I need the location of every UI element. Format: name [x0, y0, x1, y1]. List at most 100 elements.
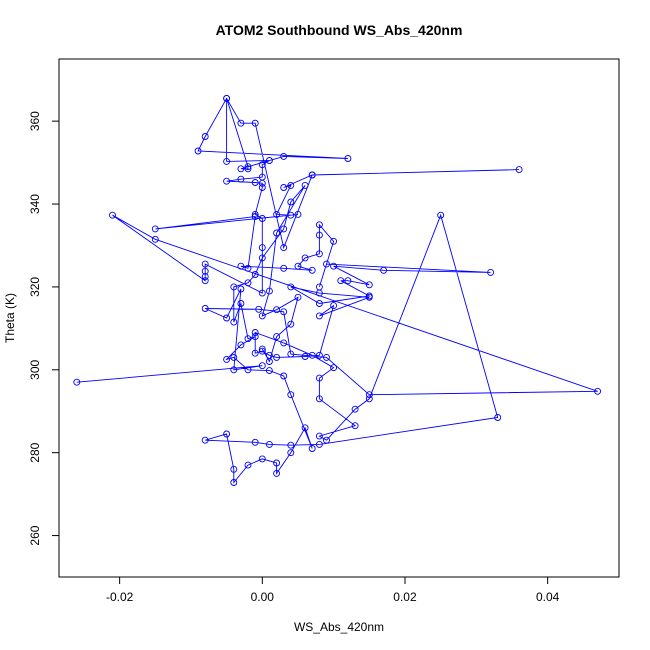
data-point — [280, 308, 288, 316]
plot-frame — [58, 58, 620, 578]
data-point — [287, 441, 295, 449]
data-point — [287, 283, 295, 291]
data-point — [273, 333, 281, 341]
data-point — [280, 225, 288, 233]
data-point — [337, 277, 345, 285]
data-point — [258, 215, 266, 222]
data-point — [258, 362, 266, 370]
data-point — [315, 300, 323, 307]
data-point — [315, 221, 323, 229]
data-point — [287, 320, 295, 328]
data-point — [280, 264, 288, 272]
data-point — [265, 440, 273, 448]
x-tick-label: -0.02 — [106, 590, 134, 604]
data-point — [280, 152, 288, 160]
data-point — [237, 341, 245, 349]
data-point — [351, 405, 359, 413]
data-point — [237, 175, 245, 183]
x-axis: -0.02 0.00 0.02 0.04 — [106, 577, 560, 604]
data-point — [258, 254, 266, 262]
data-point — [251, 179, 259, 186]
data-point — [223, 177, 231, 185]
data-point — [244, 279, 252, 287]
data-point — [315, 395, 323, 403]
y-axis: 260 280 300 320 340 360 — [28, 111, 59, 546]
data-point — [230, 479, 238, 486]
data-point — [73, 378, 81, 386]
data-point — [287, 350, 295, 358]
data-point — [237, 262, 245, 270]
data-point — [273, 229, 281, 237]
data-point — [365, 391, 373, 399]
data-point — [323, 353, 330, 361]
data-point — [315, 374, 323, 382]
data-point — [594, 387, 602, 395]
data-point — [258, 455, 266, 463]
data-point — [323, 260, 330, 268]
y-tick-label: 280 — [28, 442, 42, 462]
data-point — [244, 461, 252, 469]
data-point — [251, 210, 259, 218]
data-point — [287, 391, 295, 399]
data-point — [323, 436, 330, 444]
data-point — [301, 181, 309, 189]
chart-title: ATOM2 Southbound WS_Abs_420nm — [216, 22, 463, 38]
data-point — [280, 184, 288, 191]
data-point — [287, 449, 295, 457]
series-line — [76, 97, 598, 484]
data-point — [237, 300, 245, 307]
data-point — [258, 347, 266, 355]
data-point — [330, 302, 338, 310]
data-point — [315, 231, 323, 239]
y-axis-label: Theta (K) — [3, 293, 17, 343]
data-point — [294, 210, 302, 218]
data-point — [223, 94, 231, 102]
data-point — [258, 312, 266, 320]
data-point — [151, 225, 159, 233]
data-point — [230, 283, 238, 291]
data-point — [287, 198, 295, 206]
data-point — [308, 171, 316, 179]
data-point — [244, 165, 252, 173]
data-point — [109, 211, 116, 219]
data-point — [265, 358, 273, 365]
data-point — [258, 184, 266, 191]
data-point — [365, 281, 373, 289]
data-point — [365, 293, 373, 301]
data-point — [244, 163, 252, 171]
data-point — [280, 339, 288, 347]
data-point — [330, 364, 338, 372]
data-point — [380, 266, 388, 274]
data-point — [315, 289, 323, 297]
data-point — [244, 264, 252, 272]
data-point — [237, 285, 245, 293]
data-point — [230, 318, 238, 326]
data-point — [280, 244, 288, 252]
y-tick-label: 360 — [28, 111, 42, 131]
data-point — [258, 161, 266, 169]
data-point — [251, 349, 259, 357]
data-point — [515, 166, 523, 174]
data-point — [287, 181, 295, 189]
data-point — [315, 440, 323, 448]
data-point — [494, 414, 502, 421]
y-tick-label: 340 — [28, 194, 42, 214]
data-point — [201, 436, 209, 444]
data-point — [223, 355, 231, 363]
data-point — [330, 262, 338, 270]
data-point — [201, 305, 209, 312]
data-point — [265, 287, 273, 295]
y-tick-label: 260 — [28, 525, 42, 545]
x-tick-label: 0.02 — [393, 590, 417, 604]
data-point — [365, 395, 373, 403]
data-point — [255, 305, 263, 313]
data-point — [351, 422, 359, 430]
data-point — [280, 372, 288, 380]
data-point — [230, 353, 238, 361]
data-point — [251, 119, 259, 127]
data-point — [273, 469, 281, 477]
data-point — [487, 268, 495, 276]
data-point — [437, 211, 445, 219]
data-point — [258, 289, 266, 297]
